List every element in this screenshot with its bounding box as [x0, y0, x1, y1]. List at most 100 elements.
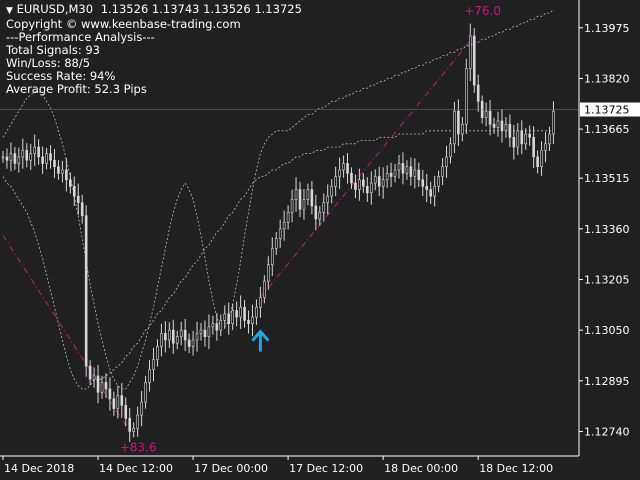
- candle-body: [373, 176, 377, 184]
- candle-body: [61, 169, 64, 174]
- candle-body: [211, 323, 215, 328]
- candle-body: [112, 398, 116, 409]
- x-tick-label: 17 Dec 12:00: [289, 462, 363, 475]
- candle-body: [9, 153, 13, 161]
- pips-label-0: +83.6: [120, 440, 157, 454]
- candle-body: [37, 146, 40, 158]
- candle-body: [449, 143, 452, 158]
- candle-body: [445, 156, 448, 168]
- candle-body: [191, 339, 195, 347]
- candle-body: [84, 215, 88, 367]
- y-tick-label: 1.13975: [584, 22, 630, 35]
- candle-body: [421, 179, 425, 187]
- candle-body: [362, 179, 365, 187]
- candle-body: [468, 35, 472, 69]
- candle-body: [96, 375, 100, 393]
- candle-body: [207, 326, 211, 337]
- candle-body: [500, 120, 504, 132]
- candle-body: [377, 176, 381, 187]
- up-arrow-icon: [251, 329, 270, 352]
- candle-body: [433, 186, 436, 197]
- candle-body: [306, 189, 310, 200]
- candle-body: [385, 172, 389, 181]
- candle-body: [108, 388, 112, 400]
- candle-body: [286, 212, 290, 223]
- candle-body: [532, 136, 535, 158]
- candle-body: [243, 306, 246, 321]
- candle-body: [267, 264, 270, 282]
- candle-body: [164, 333, 167, 341]
- candle-body: [417, 169, 421, 181]
- candle-body: [508, 123, 512, 138]
- candle-body: [92, 375, 96, 380]
- candle-body: [215, 323, 219, 331]
- candle-body: [346, 163, 349, 174]
- candle-body: [528, 133, 531, 138]
- candle-body: [310, 189, 314, 207]
- candle-body: [152, 359, 155, 370]
- candle-body: [231, 310, 234, 324]
- triangle-down-icon[interactable]: ▼: [6, 6, 13, 16]
- candle-body: [136, 414, 139, 429]
- y-tick-label: 1.13820: [584, 72, 630, 85]
- candle-body: [239, 306, 242, 318]
- candle-body: [413, 169, 417, 177]
- candle-body: [270, 248, 274, 266]
- x-tick-label: 18 Dec 00:00: [384, 462, 458, 475]
- symbol-label: EURUSD,M30: [16, 2, 94, 16]
- candle-body: [160, 333, 163, 347]
- copyright-text: Copyright © www.keenbase-trading.com: [6, 17, 241, 31]
- candle-body: [148, 369, 151, 383]
- candle-body: [251, 316, 254, 324]
- candle-body: [520, 130, 524, 145]
- candle-body: [144, 382, 147, 403]
- current-price-label: 1.13725: [584, 104, 630, 117]
- candle-body: [441, 166, 444, 177]
- candle-body: [342, 163, 345, 171]
- x-tick-label: 14 Dec 2018: [4, 462, 74, 475]
- candle-body: [314, 205, 318, 220]
- x-tick-label: 18 Dec 12:00: [479, 462, 553, 475]
- candle-body: [76, 195, 80, 203]
- candle-body: [120, 395, 124, 406]
- candle-body: [504, 123, 508, 132]
- ohlc-values: 1.13526 1.13743 1.13526 1.13725: [100, 2, 302, 16]
- signal-lines: +83.6 +76.0: [2, 4, 501, 454]
- candle-body: [425, 186, 429, 190]
- candle-body: [128, 418, 132, 432]
- candle-body: [472, 35, 476, 86]
- candle-body: [17, 156, 21, 164]
- candle-body: [524, 133, 528, 145]
- candle-body: [259, 297, 262, 308]
- candle-body: [409, 166, 413, 177]
- candle-body: [536, 156, 539, 168]
- candle-body: [104, 382, 108, 390]
- candle-body: [1, 156, 5, 159]
- current-price-box: [580, 102, 640, 117]
- candle-body: [124, 405, 128, 419]
- candle-body: [457, 110, 460, 135]
- candle-body: [21, 150, 25, 158]
- candle-body: [516, 130, 520, 148]
- candle-body: [350, 172, 353, 184]
- candle-body: [53, 159, 56, 168]
- candle-body: [179, 329, 183, 337]
- candle-body: [429, 189, 432, 197]
- symbol-header: ▼ EURUSD,M30 1.13526 1.13743 1.13526 1.1…: [6, 3, 302, 18]
- candle-body: [405, 166, 409, 174]
- candle-body: [171, 329, 175, 344]
- candle-body: [453, 110, 456, 145]
- candle-body: [401, 163, 405, 174]
- candle-body: [29, 153, 33, 161]
- candles: [1, 23, 555, 442]
- candle-body: [369, 182, 373, 194]
- candle-body: [544, 143, 547, 151]
- candle-body: [318, 212, 322, 220]
- candle-body: [488, 110, 492, 125]
- envelope-upper-band: [2, 9, 554, 390]
- y-tick-label: 1.13360: [584, 223, 630, 236]
- signal-line-0: [2, 235, 131, 432]
